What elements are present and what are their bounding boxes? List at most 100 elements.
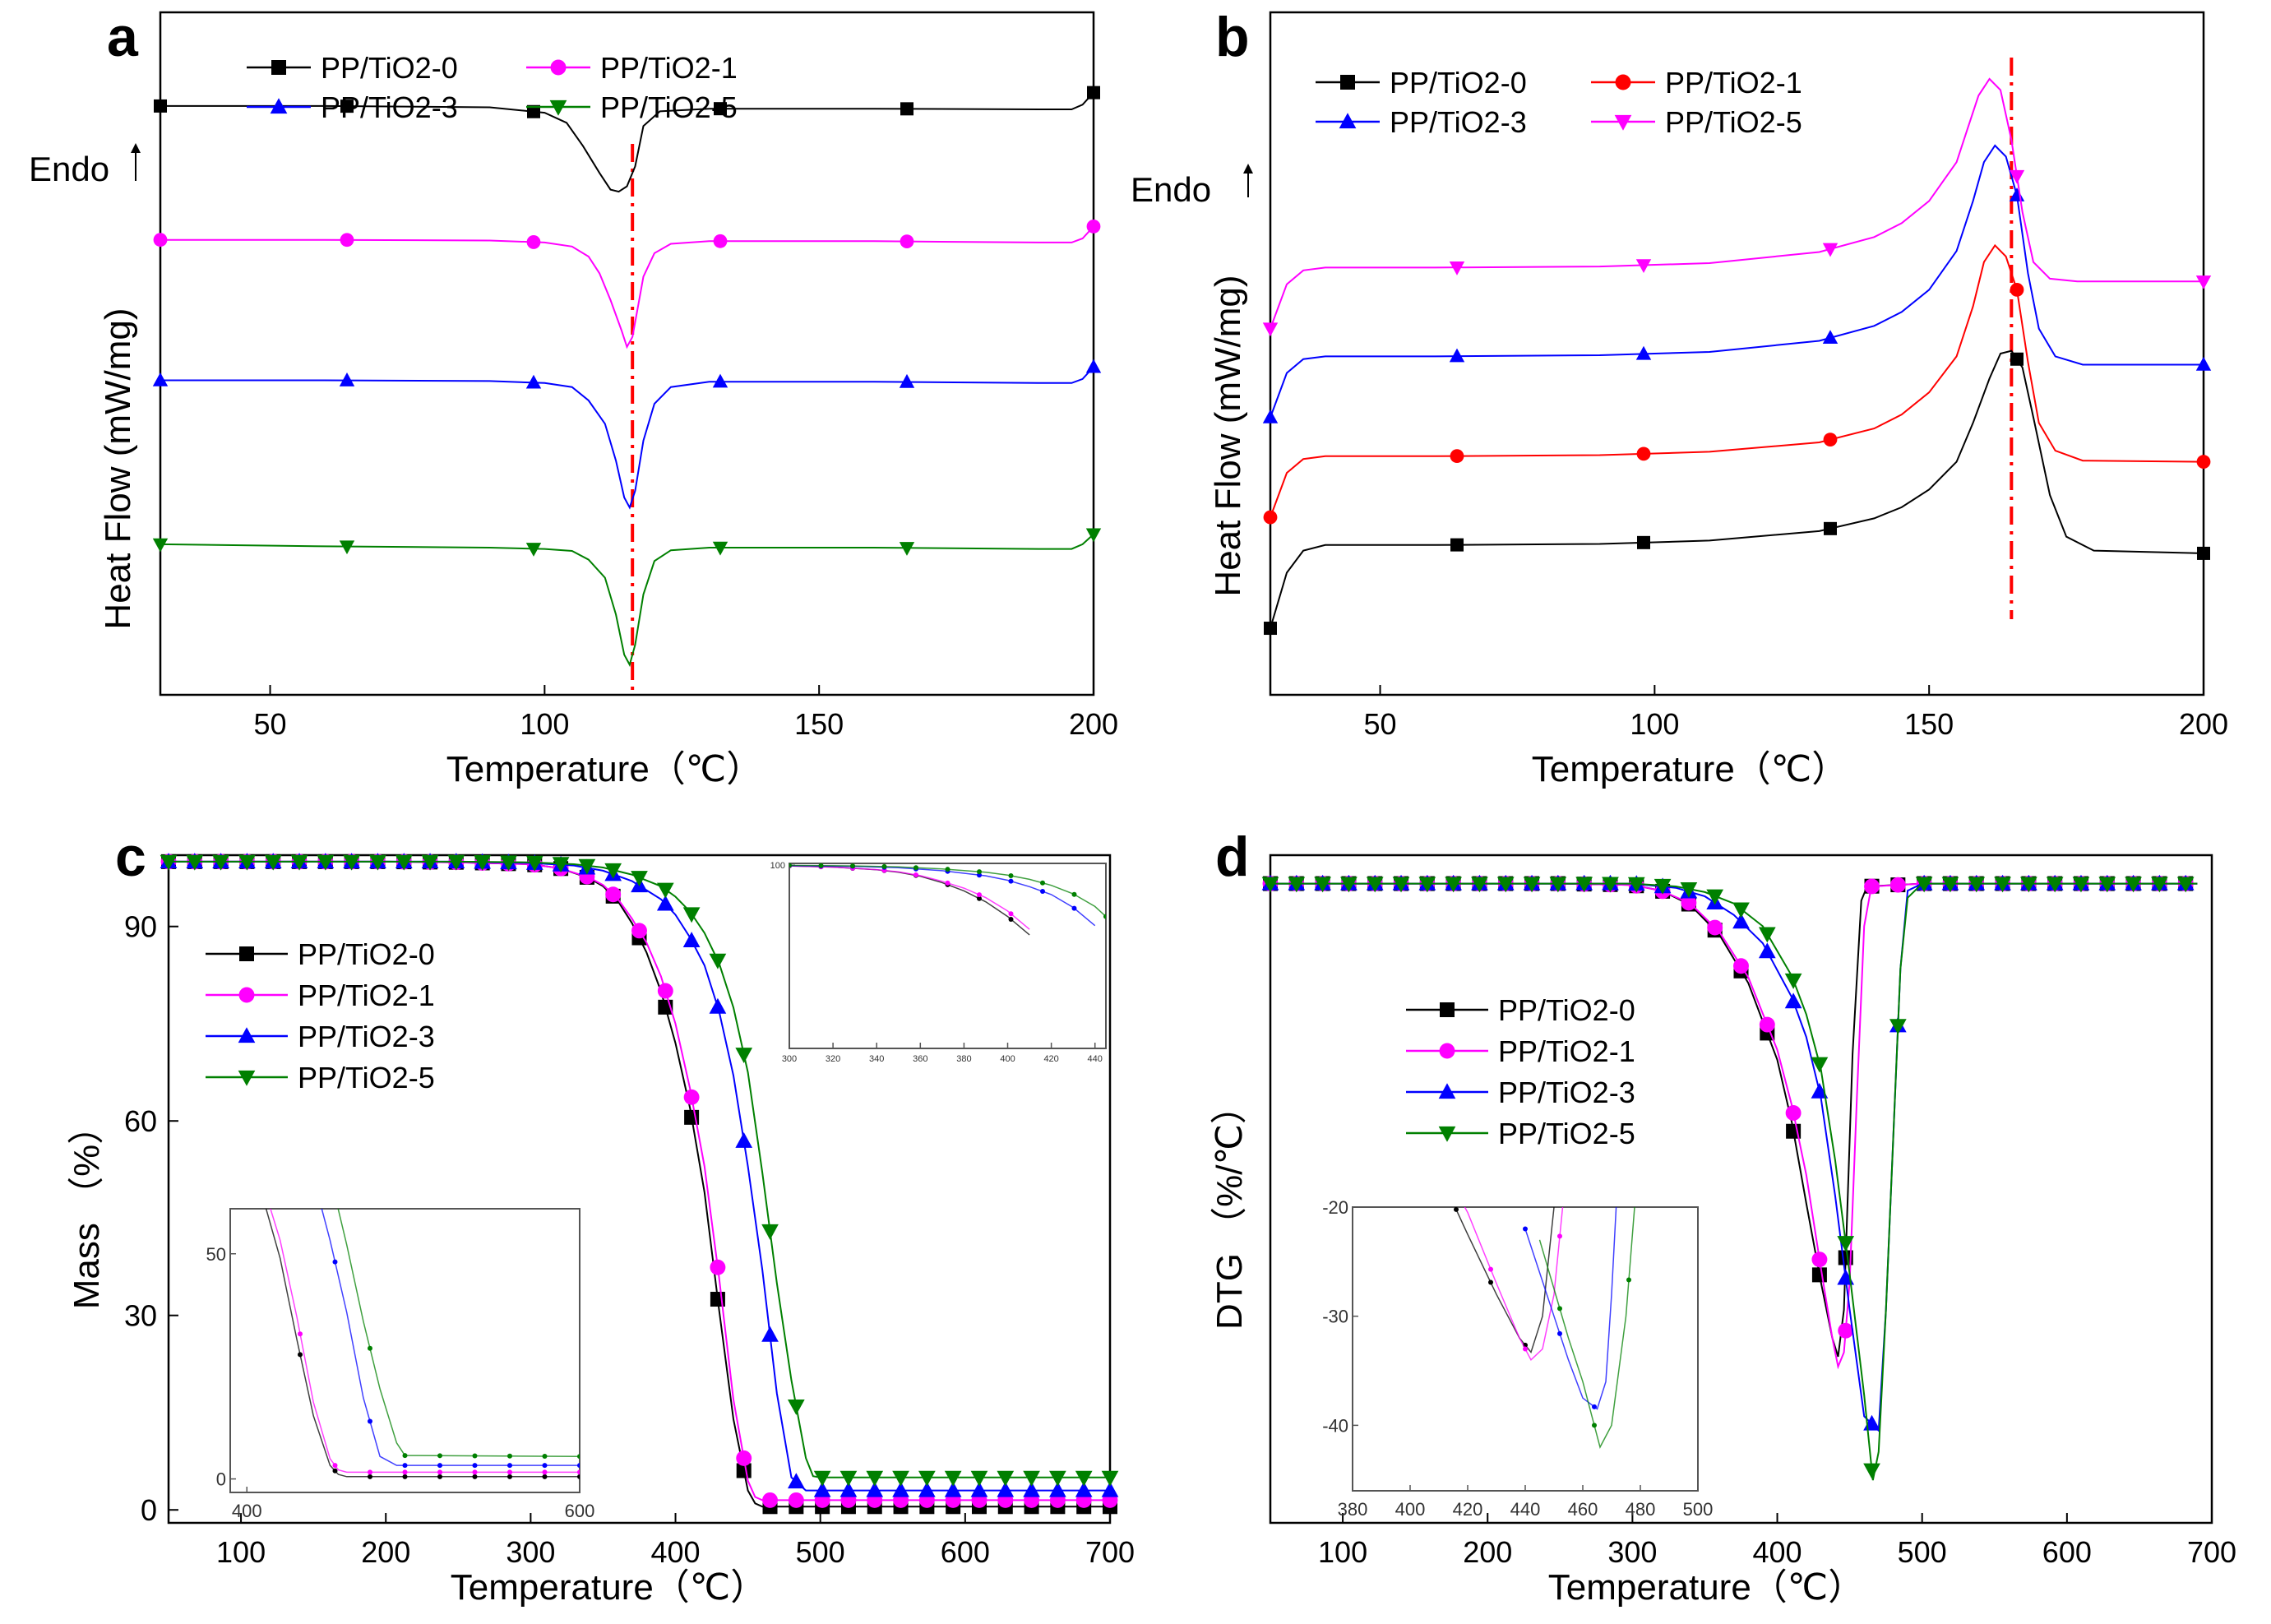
inset-data-point: [507, 1474, 512, 1479]
inset-data-point: [1523, 1226, 1528, 1232]
data-point: [160, 854, 178, 871]
data-point: [1637, 535, 1650, 549]
data-point: [918, 1470, 936, 1487]
data-point: [2195, 275, 2212, 289]
data-point: [712, 541, 728, 556]
inset-data-point: [402, 1453, 408, 1459]
inset-data-point: [1419, 1141, 1424, 1146]
data-point: [2125, 877, 2142, 893]
inset-data-point: [913, 872, 918, 877]
inset-series-line: [265, 1209, 580, 1478]
legend-label: PP/TiO2-0: [1390, 66, 1527, 99]
data-point: [762, 1492, 778, 1508]
data-point: [1784, 973, 1802, 989]
data-point: [1706, 889, 1724, 905]
inset-data-point: [1454, 1207, 1459, 1212]
inset-data-point: [1454, 1189, 1459, 1194]
data-point: [1086, 219, 1101, 234]
panel-a-y-axis-label: Heat Flow (mW/mg): [98, 308, 138, 629]
data-point: [1085, 359, 1102, 373]
data-point: [682, 932, 701, 947]
x-tick-label: 150: [794, 707, 844, 741]
panel-b-endo-label: Endo: [1131, 170, 1211, 209]
data-point: [1449, 348, 1465, 363]
data-point: [631, 871, 648, 886]
inset-x-tick-label: 440: [1510, 1499, 1541, 1520]
data-point: [1811, 1267, 1827, 1283]
data-point: [944, 1470, 962, 1487]
y-tick-label: 90: [124, 910, 157, 944]
data-point: [1838, 1322, 1854, 1339]
data-point: [787, 1399, 805, 1415]
data-point: [264, 854, 282, 871]
x-tick-label: 200: [2179, 707, 2228, 741]
data-point: [447, 854, 465, 871]
data-point: [2020, 877, 2037, 893]
x-tick-label: 500: [1898, 1535, 1947, 1569]
data-point: [1732, 913, 1750, 929]
x-tick-label: 500: [796, 1535, 845, 1569]
data-point: [735, 1131, 753, 1148]
legend-marker: [1440, 1002, 1455, 1017]
inset-y-tick-label: -30: [1322, 1307, 1348, 1327]
data-point: [2009, 187, 2025, 201]
x-tick-label: 200: [1463, 1535, 1512, 1569]
legend-marker: [270, 98, 288, 114]
y-tick-label: 0: [141, 1493, 157, 1527]
panel-d-chart: d DTG （%/℃） Temperature（℃） 100 200 300 400 5…: [1210, 826, 2236, 1608]
data-point: [1823, 433, 1838, 446]
data-point: [2151, 877, 2168, 893]
data-point: [212, 854, 229, 871]
data-point: [787, 1473, 805, 1489]
inset-y-tick-label: 50: [206, 1244, 226, 1265]
inset-series-line: [1454, 1207, 1555, 1354]
data-point: [1575, 877, 1593, 893]
legend-label: PP/TiO2-3: [298, 1020, 435, 1053]
legend-label: PP/TiO2-1: [1498, 1034, 1635, 1068]
data-point: [1101, 1481, 1119, 1497]
data-point: [970, 1470, 988, 1487]
legend-marker: [1439, 1043, 1455, 1059]
data-point: [657, 983, 673, 999]
y-tick-label: 60: [124, 1104, 157, 1138]
data-point: [1941, 877, 1959, 893]
data-point: [2010, 282, 2024, 297]
panel-c-y-axis-label: Mass （%）: [67, 1108, 107, 1309]
inset-x-tick-label: 420: [1453, 1499, 1483, 1520]
data-point: [186, 854, 204, 871]
inset-data-point: [577, 1474, 580, 1479]
inset-data-point: [1071, 891, 1077, 897]
data-point: [1758, 927, 1776, 943]
data-point: [1392, 877, 1410, 893]
data-point: [1784, 992, 1802, 1009]
data-point: [656, 895, 674, 911]
inset-data-point: [1071, 905, 1077, 911]
inset-data-point: [332, 1468, 338, 1474]
data-point: [1471, 877, 1488, 893]
inset-x-tick-label: 400: [232, 1501, 262, 1521]
legend-marker: [549, 99, 567, 116]
inset-series-line: [1524, 1207, 1617, 1410]
data-point: [1785, 1105, 1802, 1121]
data-point: [997, 1481, 1015, 1497]
data-point: [709, 997, 727, 1014]
series-line: [1270, 144, 2204, 418]
data-point: [1889, 1019, 1907, 1035]
data-point: [339, 372, 355, 386]
data-point: [1822, 330, 1839, 345]
data-point: [899, 542, 915, 556]
data-point: [525, 543, 542, 557]
legend-marker: [238, 987, 255, 1003]
x-tick-label: 100: [1630, 707, 1679, 741]
data-point: [892, 1481, 909, 1497]
data-point: [340, 233, 354, 248]
legend-label: PP/TiO2-0: [1498, 993, 1635, 1027]
inset-data-point: [1008, 873, 1014, 879]
inset-data-point: [332, 1259, 338, 1265]
panel-a-endo-label: Endo: [29, 150, 109, 188]
data-point: [1450, 449, 1464, 464]
data-point: [238, 854, 256, 871]
inset-series-line: [321, 1209, 580, 1466]
inset-data-point: [850, 863, 855, 869]
data-point: [1449, 261, 1465, 275]
